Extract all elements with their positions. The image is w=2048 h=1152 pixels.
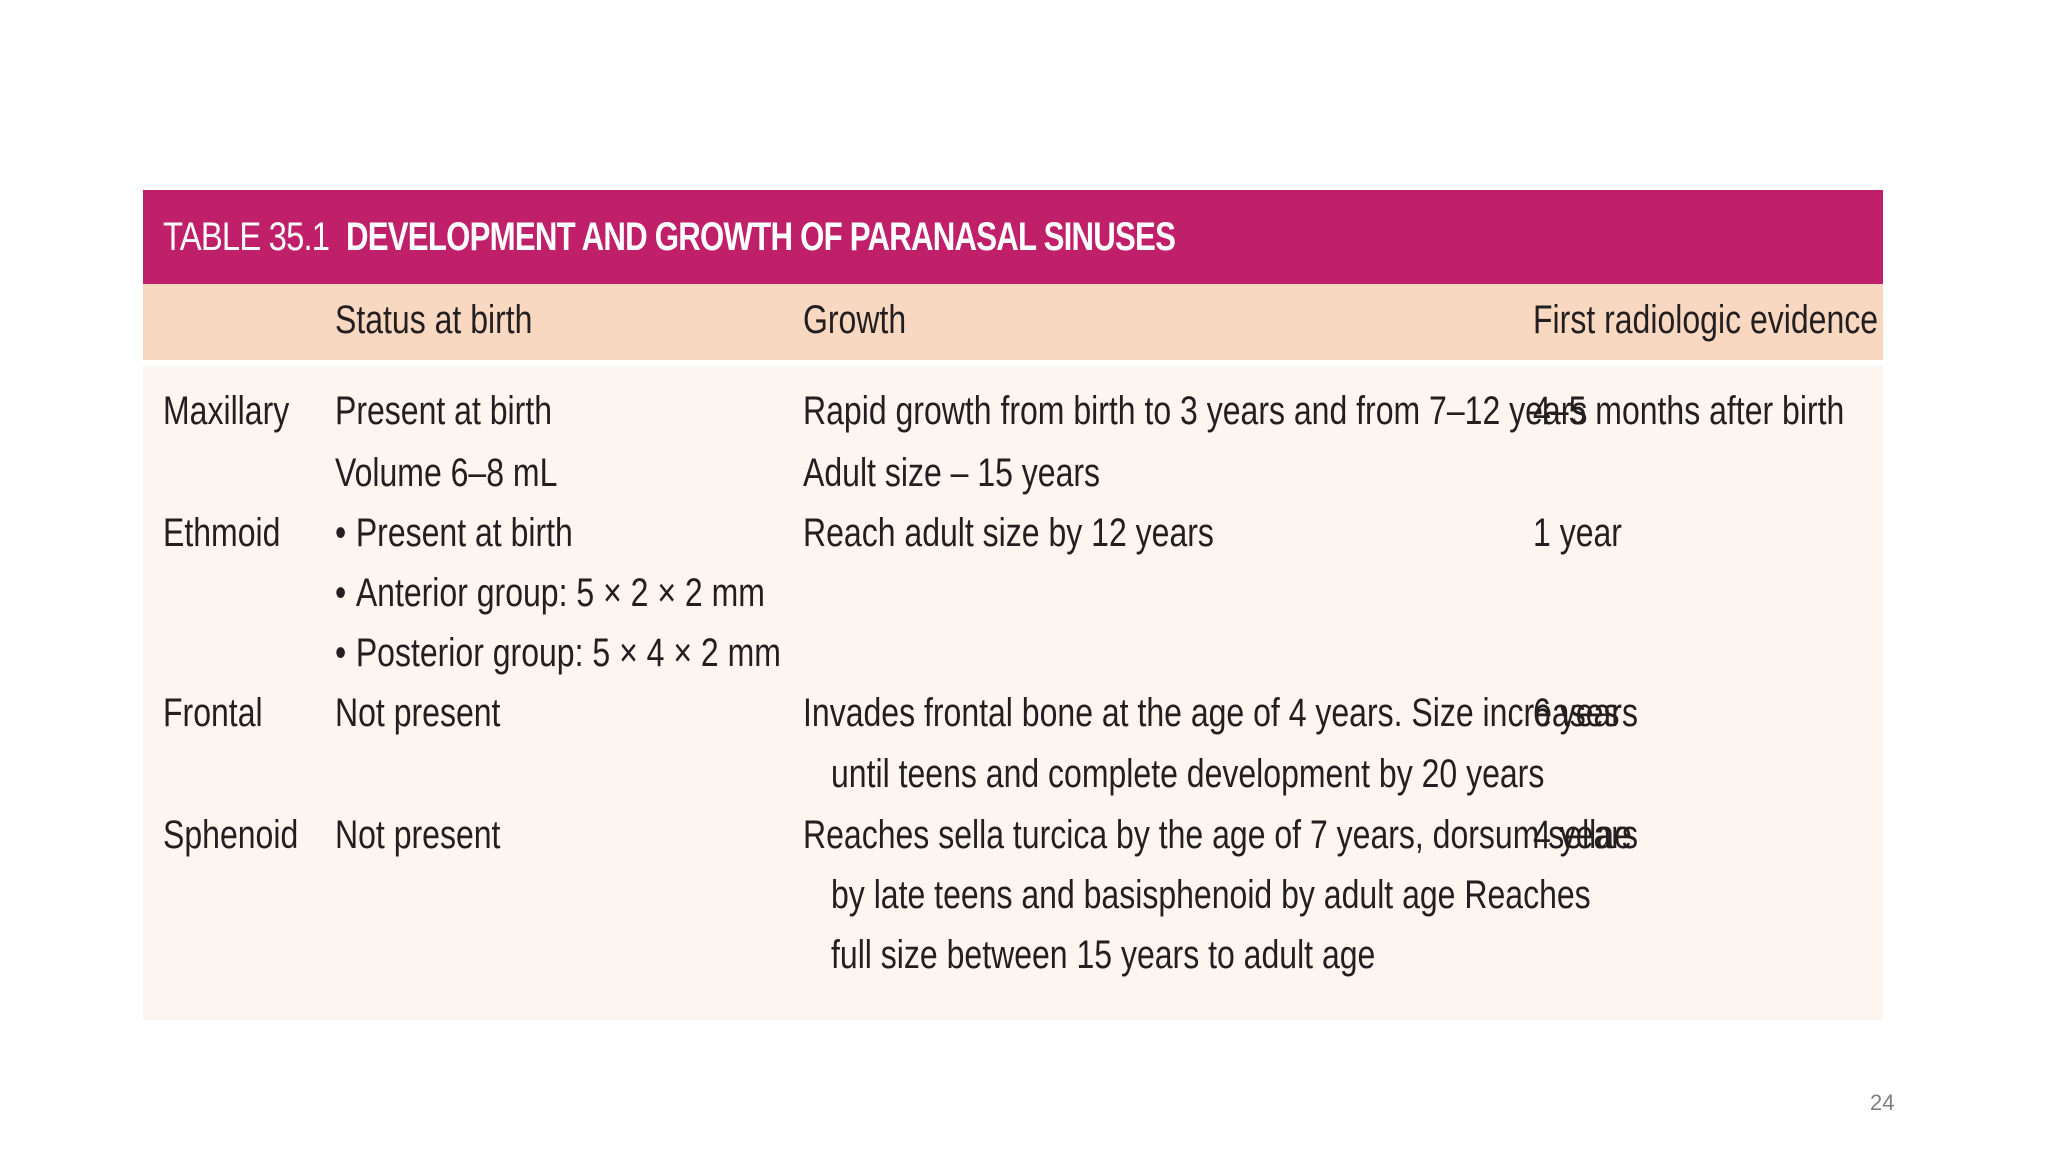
row-radiologic: 4 years [1533, 813, 1638, 857]
row-radiologic: 4–5 months after birth [1533, 389, 1845, 433]
row-sinus-sphenoid: Sphenoid [163, 813, 299, 857]
row-growth-line: Invades frontal bone at the age of 4 yea… [803, 691, 1620, 735]
row-growth-line: Rapid growth from birth to 3 years and f… [803, 389, 1588, 433]
header-divider [143, 360, 1883, 366]
table-header: TABLE 35.1 DEVELOPMENT AND GROWTH OF PAR… [143, 190, 1883, 284]
column-header-row: Status at birth Growth First radiologic … [143, 284, 1883, 360]
row-growth-line: full size between 15 years to adult age [831, 933, 1376, 977]
row-radiologic: 1 year [1533, 511, 1622, 555]
row-status-bullet: Posterior group: 5 × 4 × 2 mm [335, 630, 781, 676]
table-title: DEVELOPMENT AND GROWTH OF PARANASAL SINU… [346, 214, 1176, 259]
row-growth-line: Adult size – 15 years [803, 451, 1101, 495]
row-status-line: Not present [335, 691, 501, 735]
row-growth-line: Reaches sella turcica by the age of 7 ye… [803, 813, 1632, 857]
row-sinus-ethmoid: Ethmoid [163, 511, 281, 555]
column-header-status: Status at birth [335, 298, 533, 342]
column-header-growth: Growth [803, 298, 907, 342]
row-sinus-frontal: Frontal [163, 691, 263, 735]
row-growth-line: Reach adult size by 12 years [803, 511, 1214, 555]
row-status-bullet: Anterior group: 5 × 2 × 2 mm [335, 570, 765, 616]
table-number: TABLE 35.1 [163, 214, 330, 259]
row-radiologic: 6 years [1533, 691, 1638, 735]
column-header-radiologic: First radiologic evidence [1533, 298, 1879, 342]
row-status-line: Volume 6–8 mL [335, 451, 558, 495]
row-sinus-maxillary: Maxillary [163, 389, 290, 433]
page-number: 24 [1870, 1090, 1895, 1115]
table-figure: TABLE 35.1 DEVELOPMENT AND GROWTH OF PAR… [143, 190, 1883, 1020]
row-status-line: Present at birth [335, 389, 552, 433]
row-growth-line: by late teens and basisphenoid by adult … [831, 873, 1591, 917]
row-status-bullet: Present at birth [335, 510, 573, 556]
row-growth-line: until teens and complete development by … [831, 752, 1545, 796]
row-status-line: Not present [335, 813, 501, 857]
